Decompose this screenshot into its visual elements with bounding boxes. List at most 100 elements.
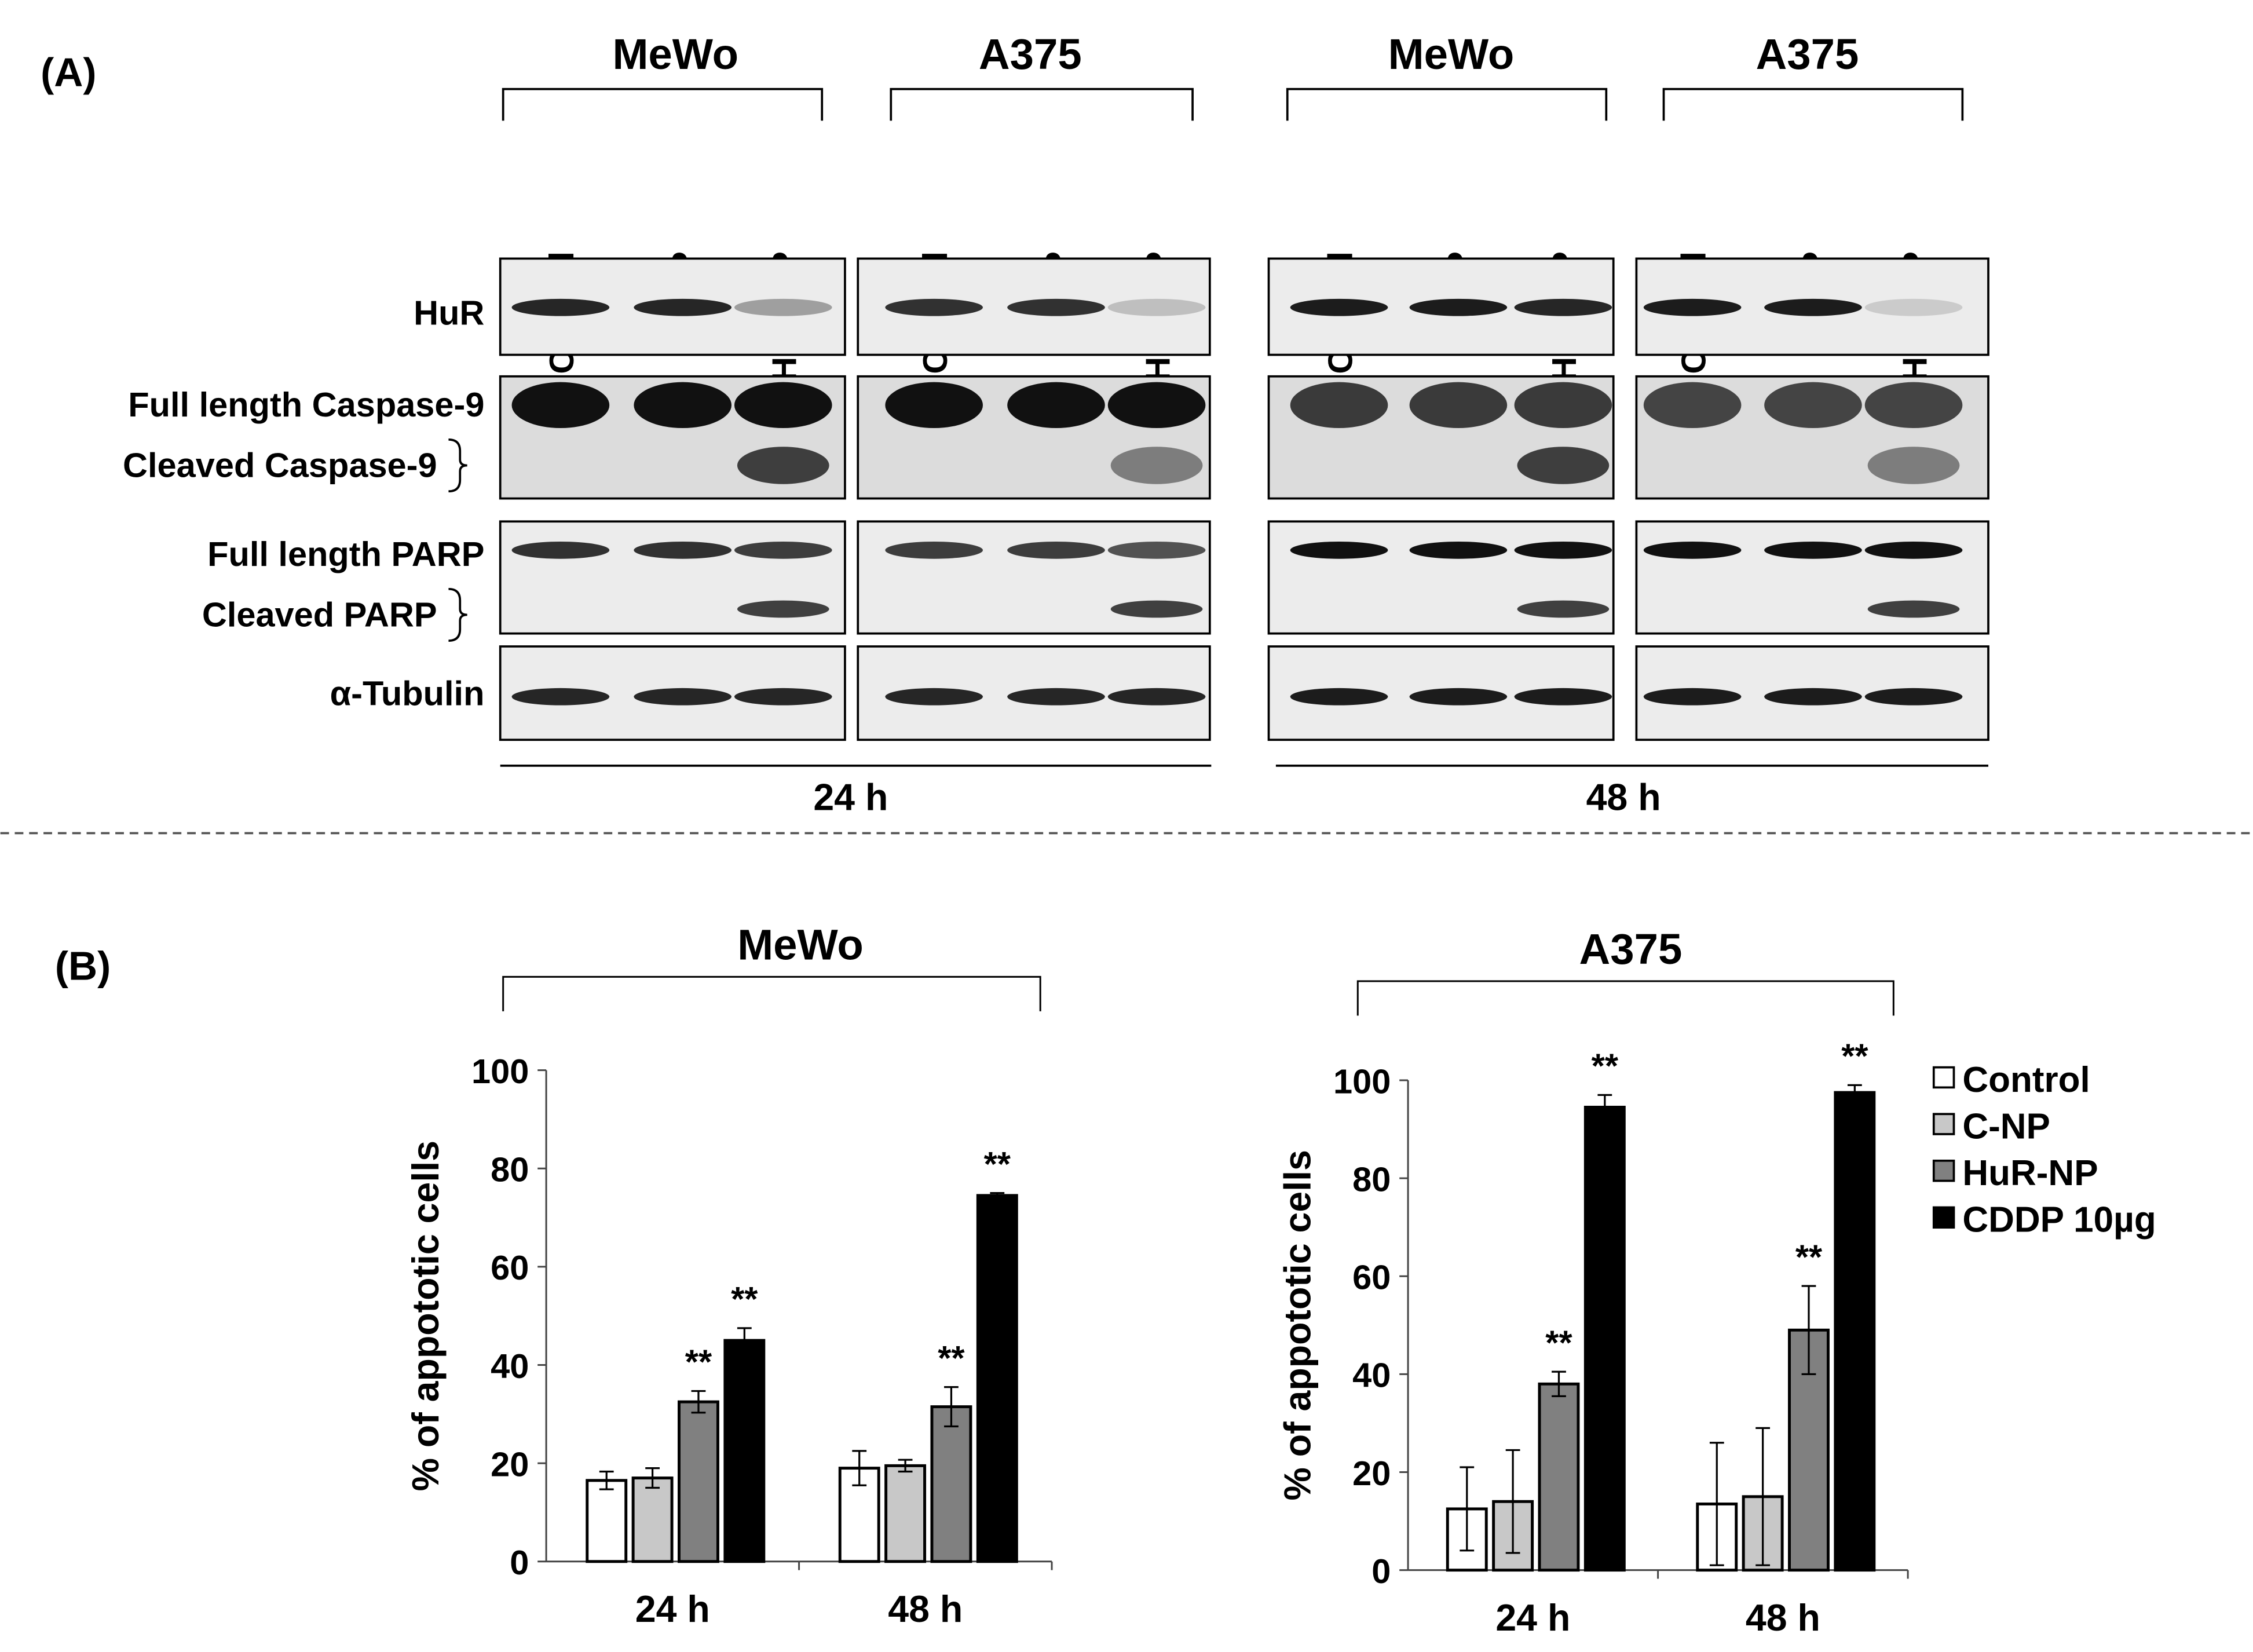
blot-band <box>734 541 832 559</box>
blot-band <box>634 382 732 429</box>
blot-band <box>1643 688 1742 706</box>
blot-band <box>1514 541 1612 559</box>
error-bar <box>852 1450 867 1486</box>
significance-label: ** <box>984 1145 1011 1183</box>
blot-band <box>1107 541 1206 559</box>
blot-band <box>1110 600 1203 618</box>
panel-label: (B) <box>55 943 111 988</box>
blot-band <box>1764 298 1862 316</box>
blot-band <box>1864 382 1963 429</box>
blot-band <box>885 298 983 316</box>
blot-band <box>1864 688 1963 706</box>
blot-band <box>1007 688 1105 706</box>
row-label: Cleaved Caspase-9 <box>123 445 437 484</box>
brace <box>448 587 467 642</box>
legend-label: C-NP <box>1962 1106 2050 1146</box>
legend-label: CDDP 10µg <box>1962 1200 2156 1240</box>
blot-band <box>1409 688 1508 706</box>
blot-band <box>885 382 983 429</box>
blot-band <box>1007 298 1105 316</box>
group-bracket <box>890 87 1194 121</box>
row-label: HuR <box>414 293 484 332</box>
group-bracket <box>1286 87 1608 121</box>
x-tick-label: 24 h <box>1495 1597 1570 1639</box>
blot-band <box>737 600 829 618</box>
blot-band <box>1764 688 1862 706</box>
bar <box>1834 1091 1876 1572</box>
blot-band <box>1514 298 1612 316</box>
y-tick-label: 40 <box>1352 1356 1391 1395</box>
error-bar <box>599 1470 614 1490</box>
blot-band <box>1290 541 1388 559</box>
blot-band <box>1409 298 1508 316</box>
blot-band <box>1514 382 1612 429</box>
blot-band <box>737 447 829 484</box>
legend-swatch <box>1932 1113 1955 1135</box>
brace <box>448 438 467 493</box>
significance-label: ** <box>1795 1237 1823 1276</box>
row-label: Cleaved PARP <box>202 595 437 634</box>
row-label: Full length PARP <box>207 535 484 573</box>
bar <box>586 1479 628 1563</box>
x-tick-label: 48 h <box>888 1588 963 1630</box>
significance-label: ** <box>731 1280 758 1318</box>
blot-band <box>1409 541 1508 559</box>
legend-label: HuR-NP <box>1962 1153 2098 1193</box>
error-bar <box>1460 1466 1475 1552</box>
blot-band <box>1290 688 1388 706</box>
row-label: Full length Caspase-9 <box>128 385 484 424</box>
blot-band <box>1643 298 1742 316</box>
group-label: MeWo <box>612 30 738 78</box>
error-bar <box>1801 1285 1816 1375</box>
significance-label: ** <box>1592 1047 1619 1086</box>
y-tick-label: 100 <box>471 1052 529 1091</box>
bar <box>1583 1105 1626 1572</box>
blot-band <box>634 298 732 316</box>
error-bar <box>898 1459 913 1473</box>
blot-band <box>1864 541 1963 559</box>
bar <box>884 1464 927 1563</box>
y-tick-label: 60 <box>1352 1258 1391 1297</box>
blot-box <box>1635 520 1989 635</box>
group-bracket <box>1662 87 1964 121</box>
blot-band <box>1864 298 1963 316</box>
panel-label: (A) <box>41 50 96 95</box>
group-label: MeWo <box>1388 30 1515 78</box>
bar <box>723 1339 766 1563</box>
blot-band <box>511 688 610 706</box>
error-bar <box>645 1467 660 1489</box>
y-tick-label: 60 <box>491 1248 529 1287</box>
significance-label: ** <box>685 1343 712 1381</box>
y-tick-label: 20 <box>1352 1454 1391 1493</box>
y-tick-label: 80 <box>491 1150 529 1189</box>
group-label: A375 <box>1756 30 1859 78</box>
blot-band <box>1643 382 1742 429</box>
y-tick-label: 100 <box>1333 1062 1391 1101</box>
significance-label: ** <box>1841 1037 1868 1076</box>
blot-band <box>1107 688 1206 706</box>
blot-band <box>1517 447 1610 484</box>
blot-band <box>511 298 610 316</box>
row-label: α-Tubulin <box>330 674 485 713</box>
blot-band <box>634 541 732 559</box>
blot-band <box>1290 382 1388 429</box>
blot-band <box>885 688 983 706</box>
error-bar <box>990 1192 1005 1199</box>
blot-band <box>1007 382 1105 429</box>
y-tick-label: 0 <box>1371 1552 1391 1591</box>
legend-swatch <box>1932 1159 1955 1182</box>
blot-band <box>511 541 610 559</box>
blot-band <box>1290 298 1388 316</box>
legend-label: Control <box>1962 1060 2090 1100</box>
y-tick-label: 0 <box>510 1543 529 1582</box>
blot-band <box>734 298 832 316</box>
blot-band <box>1764 541 1862 559</box>
error-bar <box>737 1327 752 1354</box>
blot-band <box>1107 298 1206 316</box>
y-tick-label: 40 <box>491 1347 529 1386</box>
blot-band <box>1110 447 1203 484</box>
bar <box>1538 1382 1580 1572</box>
chart-title: A375 <box>1579 925 1683 973</box>
